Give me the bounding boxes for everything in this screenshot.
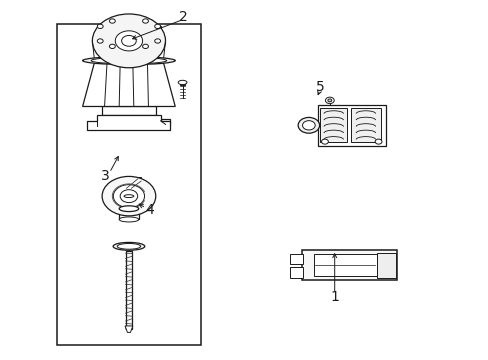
Bar: [160, 119, 170, 125]
Text: 2: 2: [179, 10, 187, 24]
Circle shape: [298, 117, 319, 133]
Bar: [289, 254, 303, 264]
Circle shape: [113, 185, 144, 208]
Circle shape: [302, 121, 315, 130]
Ellipse shape: [113, 242, 144, 250]
Circle shape: [92, 14, 165, 68]
Ellipse shape: [82, 57, 175, 64]
Text: 3: 3: [101, 170, 110, 183]
Bar: [102, 107, 156, 116]
Circle shape: [102, 176, 156, 216]
Circle shape: [120, 190, 138, 203]
Bar: [97, 41, 103, 48]
Bar: [313, 254, 377, 276]
Circle shape: [154, 24, 160, 28]
Circle shape: [374, 139, 381, 144]
Bar: [289, 267, 303, 278]
Bar: [125, 251, 132, 329]
Circle shape: [97, 24, 103, 28]
Circle shape: [97, 39, 103, 43]
Bar: [179, 82, 185, 85]
Ellipse shape: [91, 57, 166, 64]
Bar: [154, 41, 160, 48]
Bar: [57, 24, 200, 345]
Bar: [154, 26, 160, 33]
Bar: [119, 209, 139, 220]
Circle shape: [321, 139, 328, 144]
Circle shape: [154, 39, 160, 43]
Bar: [320, 108, 346, 142]
Ellipse shape: [124, 195, 134, 198]
Bar: [109, 21, 115, 28]
Bar: [124, 196, 134, 205]
Circle shape: [115, 31, 142, 51]
Bar: [142, 21, 148, 28]
Circle shape: [142, 19, 148, 23]
Text: 5: 5: [315, 80, 324, 94]
Polygon shape: [82, 63, 175, 107]
Bar: [350, 108, 380, 142]
Polygon shape: [125, 326, 133, 332]
Circle shape: [109, 19, 115, 23]
Bar: [301, 250, 396, 280]
Bar: [123, 177, 141, 190]
Text: 1: 1: [329, 289, 339, 303]
Ellipse shape: [117, 243, 141, 249]
Polygon shape: [87, 116, 170, 130]
Ellipse shape: [178, 80, 186, 85]
Circle shape: [122, 36, 136, 46]
Text: 4: 4: [145, 203, 154, 217]
Bar: [97, 26, 103, 33]
Circle shape: [327, 99, 331, 102]
Circle shape: [109, 44, 115, 49]
Ellipse shape: [119, 206, 139, 212]
Bar: [317, 105, 385, 146]
Bar: [377, 253, 395, 278]
Circle shape: [325, 97, 333, 104]
Bar: [142, 46, 148, 54]
Bar: [109, 46, 115, 54]
Ellipse shape: [119, 217, 139, 222]
Circle shape: [142, 44, 148, 49]
